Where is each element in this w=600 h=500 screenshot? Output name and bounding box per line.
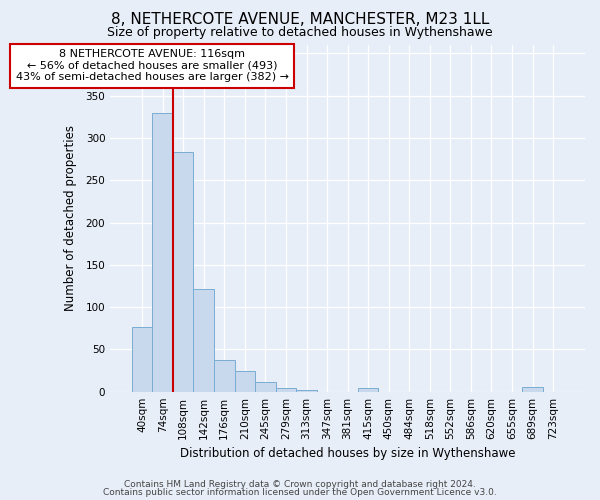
Bar xyxy=(523,388,543,392)
Bar xyxy=(132,328,152,392)
Bar xyxy=(255,382,275,392)
Bar xyxy=(214,360,235,392)
Bar xyxy=(358,388,379,392)
Bar xyxy=(152,112,173,392)
Bar xyxy=(296,390,317,392)
Bar xyxy=(275,388,296,392)
Text: 8, NETHERCOTE AVENUE, MANCHESTER, M23 1LL: 8, NETHERCOTE AVENUE, MANCHESTER, M23 1L… xyxy=(111,12,489,28)
Y-axis label: Number of detached properties: Number of detached properties xyxy=(64,126,77,312)
Text: 8 NETHERCOTE AVENUE: 116sqm
← 56% of detached houses are smaller (493)
43% of se: 8 NETHERCOTE AVENUE: 116sqm ← 56% of det… xyxy=(16,49,289,82)
Bar xyxy=(193,290,214,392)
Text: Contains public sector information licensed under the Open Government Licence v3: Contains public sector information licen… xyxy=(103,488,497,497)
Text: Contains HM Land Registry data © Crown copyright and database right 2024.: Contains HM Land Registry data © Crown c… xyxy=(124,480,476,489)
Bar xyxy=(235,372,255,392)
Bar xyxy=(173,152,193,392)
X-axis label: Distribution of detached houses by size in Wythenshawe: Distribution of detached houses by size … xyxy=(180,447,515,460)
Text: Size of property relative to detached houses in Wythenshawe: Size of property relative to detached ho… xyxy=(107,26,493,39)
